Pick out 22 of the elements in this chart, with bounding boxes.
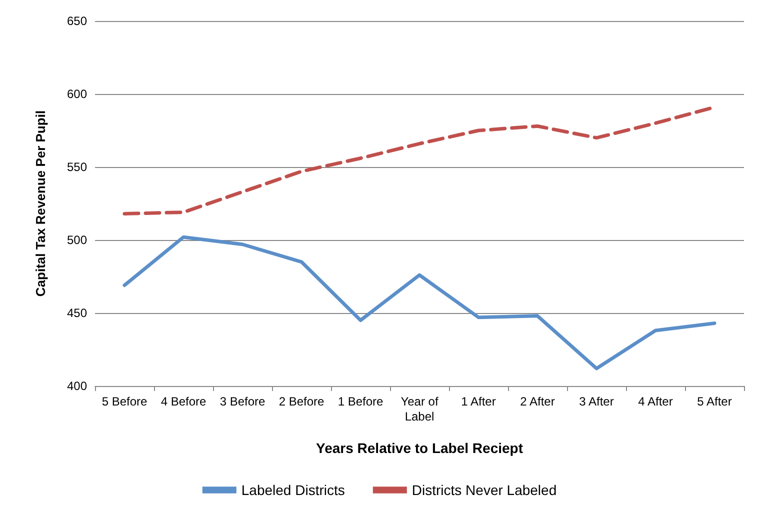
x-tick-label: 2 Before	[278, 394, 324, 408]
x-tick-label: 1 Before	[338, 394, 384, 408]
x-tick-label: 3 After	[579, 394, 614, 408]
y-tick-label: 450	[66, 306, 88, 320]
y-tick-label: 550	[66, 160, 88, 174]
x-tick-label: 1 After	[461, 394, 496, 408]
x-axis-title: Years Relative to Label Reciept	[316, 440, 524, 456]
x-tick-label: 2 After	[520, 394, 555, 408]
y-tick-label: 400	[66, 379, 88, 393]
x-tick-label: 3 Before	[220, 394, 266, 408]
x-tick-label: 5 After	[697, 394, 732, 408]
line-series	[122, 235, 716, 370]
legend-label: Labeled Districts	[241, 482, 345, 498]
x-tick-label: 4 After	[638, 394, 673, 408]
x-tick-label: Year of Label	[400, 394, 439, 424]
legend-label: Districts Never Labeled	[412, 482, 557, 498]
y-tick-label: 650	[66, 14, 88, 28]
y-axis-title: Capital Tax Revenue Per Pupil	[33, 110, 48, 297]
x-tick-label: 4 Before	[160, 394, 206, 408]
x-tick-label: 5 Before	[102, 394, 148, 408]
y-tick-label: 600	[66, 87, 88, 101]
y-tick-label: 500	[66, 233, 88, 247]
